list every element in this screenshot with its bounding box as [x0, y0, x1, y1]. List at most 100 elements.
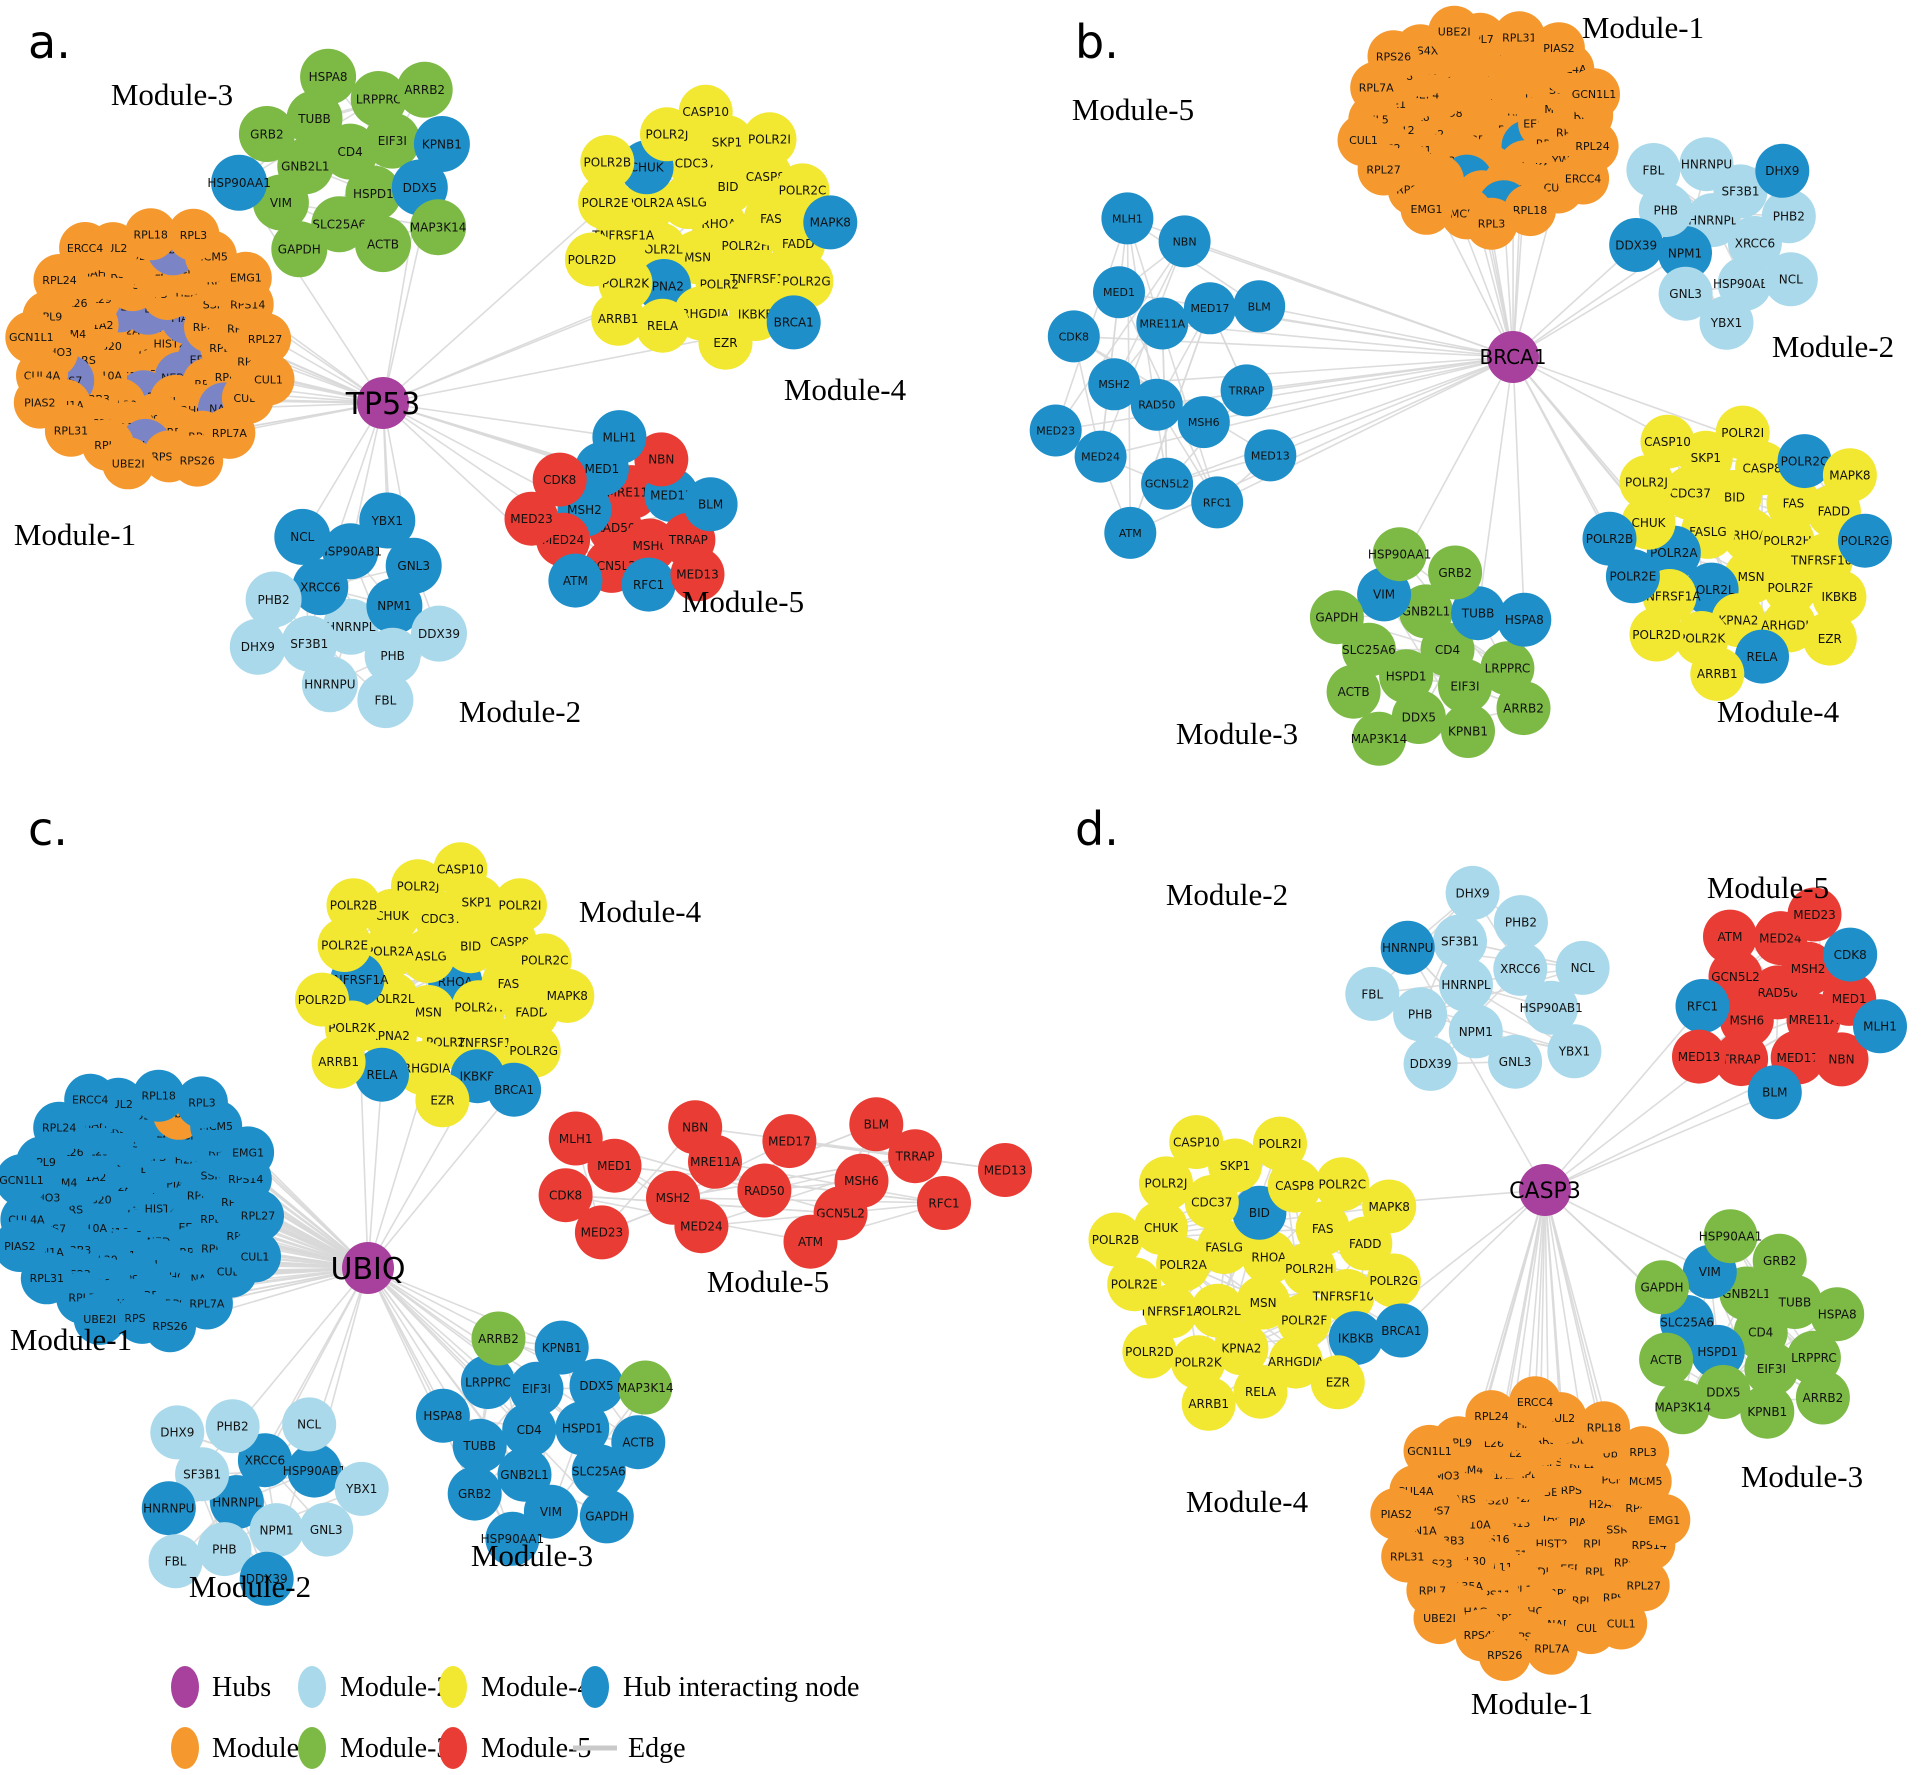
node-KPNB1: KPNB1: [1441, 704, 1495, 758]
node-CUL1: CUL1: [229, 1230, 281, 1283]
node-label-ERCC4: ERCC4: [72, 1094, 108, 1107]
node-label-GNL3: GNL3: [397, 559, 430, 573]
node-RELA: RELA: [1735, 629, 1789, 684]
node-label-POLR2L: POLR2L: [1195, 1304, 1241, 1318]
node-label-POLR2I: POLR2I: [1721, 426, 1764, 440]
node-label-NPM1: NPM1: [1459, 1025, 1493, 1039]
node-EMG1: EMG1: [1638, 1494, 1691, 1546]
legend-item-0: Hubs: [171, 1666, 271, 1708]
node-RPS26: RPS26: [144, 1300, 196, 1353]
node-label-GRB2: GRB2: [458, 1487, 492, 1501]
node-label-TUBB: TUBB: [1778, 1295, 1812, 1309]
node-NBN: NBN: [1814, 1032, 1869, 1087]
legend-swatch-module3: [298, 1727, 326, 1769]
node-label-HSPD1: HSPD1: [353, 187, 394, 201]
node-label-UBE2I: UBE2I: [83, 1313, 116, 1326]
node-label-YBX1: YBX1: [345, 1482, 377, 1496]
panel-b-module-5: RAD50 MRE11A MSH6 MSH2 MED17 GCN5L2 MED1 TRRAP M…: [1029, 192, 1297, 559]
node-label-POLR2C: POLR2C: [521, 954, 569, 968]
node-label-SLC25A6: SLC25A6: [1342, 643, 1396, 657]
node-NCL: NCL: [274, 508, 331, 565]
node-label-MLH1: MLH1: [603, 430, 637, 444]
node-RPL18: RPL18: [132, 1069, 185, 1122]
node-XRCC6: XRCC6: [237, 1433, 292, 1488]
node-label-EIF3I: EIF3I: [378, 134, 407, 148]
node-label-POLR2I: POLR2I: [499, 899, 542, 913]
node-label-SF3B1: SF3B1: [1721, 185, 1759, 199]
node-TUBB: TUBB: [1451, 586, 1506, 641]
node-HSPA8: HSPA8: [1497, 592, 1552, 647]
node-MED17: MED17: [1183, 282, 1236, 335]
node-label-POLR2H: POLR2H: [1285, 1262, 1333, 1276]
node-label-HSPD1: HSPD1: [1697, 1345, 1738, 1359]
panel-b-module-3-label: Module-3: [1176, 716, 1298, 751]
node-NCL: NCL: [1555, 940, 1610, 995]
panel-d-module-4: RHOA MSN FASLG POLR2H POLR2L BID POLR2F POLR2A F…: [1088, 1115, 1429, 1431]
node-MSH6: MSH6: [1177, 396, 1230, 449]
node-POLR2I: POLR2I: [493, 878, 547, 933]
node-UBE2I: UBE2I: [1428, 5, 1481, 58]
node-label-NPM1: NPM1: [377, 599, 411, 613]
node-label-CD4: CD4: [1748, 1326, 1773, 1340]
node-label-BRCA1: BRCA1: [1381, 1324, 1421, 1338]
node-MED13: MED13: [670, 547, 725, 602]
node-UBE2I: UBE2I: [73, 1292, 126, 1345]
node-label-RPL7A: RPL7A: [212, 427, 247, 440]
node-RELA: RELA: [1233, 1364, 1288, 1419]
node-DDX39: DDX39: [411, 605, 467, 662]
node-KPNB1: KPNB1: [534, 1320, 589, 1375]
node-label-RPL3: RPL3: [1629, 1446, 1656, 1459]
node-label-LRPPRC: LRPPRC: [1485, 662, 1531, 676]
node-SLC25A6: SLC25A6: [571, 1444, 626, 1499]
hub-CASP3: CASP3: [1509, 1164, 1581, 1216]
node-MLH1: MLH1: [1101, 192, 1154, 245]
node-MED13: MED13: [1244, 429, 1297, 482]
node-HSP90AA1: HSP90AA1: [1699, 1209, 1762, 1264]
node-RPL3: RPL3: [1465, 197, 1518, 250]
node-BRCA1: BRCA1: [1374, 1303, 1429, 1358]
node-label-EIF3I: EIF3I: [1450, 679, 1479, 693]
node-PIAS2: PIAS2: [1532, 22, 1585, 75]
node-ATM: ATM: [1703, 909, 1757, 964]
node-TNFRSF10B: TNFRSF10B: [1312, 1269, 1382, 1323]
node-label-SF3B1: SF3B1: [1441, 935, 1479, 949]
node-label-MLH1: MLH1: [1863, 1020, 1897, 1034]
node-label-EZR: EZR: [713, 336, 737, 350]
node-CHUK: CHUK: [1134, 1200, 1188, 1255]
node-ATM: ATM: [783, 1214, 838, 1269]
node-POLR2D: POLR2D: [1122, 1324, 1177, 1379]
legend-swatch-hubnode: [581, 1666, 609, 1708]
node-label-CUL1: CUL1: [1607, 1617, 1636, 1630]
node-RELA: RELA: [355, 1047, 409, 1102]
node-label-MLH1: MLH1: [1112, 212, 1143, 225]
node-label-ERCC4: ERCC4: [67, 242, 103, 255]
node-label-MED23: MED23: [510, 512, 552, 526]
node-POLR2B: POLR2B: [1582, 511, 1637, 566]
node-POLR2G: POLR2G: [1366, 1253, 1421, 1308]
node-RPL27: RPL27: [232, 1189, 284, 1242]
node-label-FASLG: FASLG: [409, 949, 447, 963]
node-NPM1: NPM1: [1448, 1004, 1503, 1059]
node-CDK8: CDK8: [532, 452, 587, 507]
node-label-HSP90AA1: HSP90AA1: [481, 1532, 545, 1546]
node-POLR2I: POLR2I: [1715, 405, 1770, 460]
legend-label-1: Module-2: [340, 1672, 450, 1703]
node-RFC1: RFC1: [1191, 476, 1244, 529]
node-label-RPL24: RPL24: [42, 1122, 76, 1135]
panel-a-module-4-label: Module-4: [784, 372, 907, 407]
node-label-SF3B1: SF3B1: [290, 637, 328, 651]
node-label-FBL: FBL: [1642, 163, 1664, 177]
node-label-FASLG: FASLG: [1689, 525, 1727, 539]
node-label-POLR2F: POLR2F: [1767, 581, 1813, 595]
node-label-RAD50: RAD50: [744, 1184, 785, 1198]
node-label-FADD: FADD: [1818, 505, 1851, 519]
node-KPNB1: KPNB1: [1740, 1384, 1795, 1439]
node-GCN1L1: GCN1L1: [0, 1154, 48, 1207]
node-label-SLC25A6: SLC25A6: [1660, 1315, 1714, 1329]
legend-label-2: Module-4: [481, 1672, 591, 1703]
node-POLR2F: POLR2F: [1277, 1293, 1332, 1348]
node-HSP90AA1: HSP90AA1: [207, 154, 271, 211]
node-label-RPL27: RPL27: [1366, 163, 1400, 176]
node-HNRNPU: HNRNPU: [301, 656, 358, 713]
node-label-TUBB: TUBB: [462, 1439, 496, 1453]
